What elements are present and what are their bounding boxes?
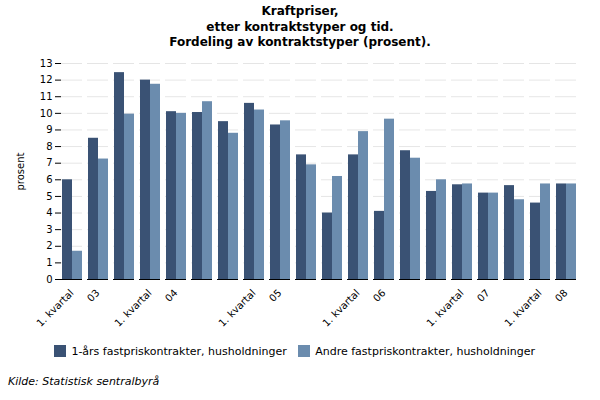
- svg-text:07: 07: [475, 287, 492, 304]
- svg-text:06: 06: [371, 287, 388, 304]
- svg-text:1. kvartal: 1. kvartal: [34, 287, 75, 328]
- svg-text:04: 04: [163, 287, 180, 304]
- svg-text:2: 2: [46, 240, 52, 251]
- html-text:1-års fastpriskontrakter, hush: 1-års fastpriskontrakter, husholdninger: [71, 344, 287, 358]
- svg-text:12: 12: [40, 74, 53, 85]
- svg-text:1. kvartal: 1. kvartal: [424, 287, 465, 328]
- svg-text:4: 4: [46, 207, 52, 218]
- svg-text:1. kvartal: 1. kvartal: [216, 287, 257, 328]
- svg-text:13: 13: [40, 57, 53, 68]
- svg-text:9: 9: [46, 124, 52, 135]
- svg-text:0: 0: [46, 273, 52, 284]
- svg-text:3: 3: [46, 224, 52, 235]
- svg-text:8: 8: [46, 141, 52, 152]
- svg-text:08: 08: [553, 287, 570, 304]
- svg-text:1. kvartal: 1. kvartal: [112, 287, 153, 328]
- svg-text:03: 03: [85, 287, 102, 304]
- svg-text:7: 7: [46, 157, 52, 168]
- html-text:Kilde: Statistisk sentralbyrå: Kilde: Statistisk sentralbyrå: [8, 375, 160, 389]
- html-text:Andre fastpriskontrakter, hush: Andre fastpriskontrakter, husholdninger: [315, 344, 536, 358]
- svg-text:10: 10: [40, 107, 53, 118]
- svg-text:prosent: prosent: [15, 152, 26, 190]
- svg-text:1. kvartal: 1. kvartal: [320, 287, 361, 328]
- svg-text:11: 11: [40, 91, 53, 102]
- svg-text:1: 1: [46, 257, 52, 268]
- svg-text:1. kvartal: 1. kvartal: [502, 287, 543, 328]
- html-text:Kraftpriser, etter kontraktsty: Kraftpriser, etter kontraktstyper og tid…: [169, 4, 431, 50]
- svg-text:05: 05: [267, 287, 284, 304]
- svg-text:5: 5: [46, 190, 52, 201]
- svg-text:6: 6: [46, 174, 52, 185]
